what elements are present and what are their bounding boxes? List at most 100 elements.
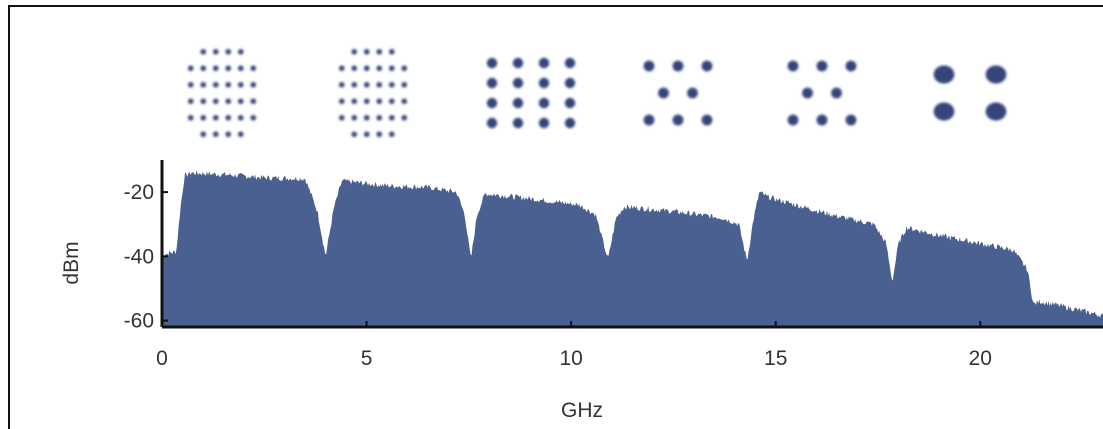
constellation-point	[376, 131, 383, 138]
constellation-point	[212, 81, 219, 88]
constellation-point	[672, 114, 684, 126]
constellation-point	[237, 48, 244, 55]
constellation-point	[237, 131, 244, 138]
constellation-point	[338, 65, 345, 72]
constellation-point	[985, 102, 1007, 121]
constellation-point	[787, 60, 799, 72]
constellation-point	[212, 98, 219, 105]
constellation-point	[237, 98, 244, 105]
constellation-point	[538, 77, 550, 89]
constellation-point	[187, 65, 194, 72]
constellation-point	[200, 48, 207, 55]
y-axis-title: dBm	[60, 241, 83, 284]
constellation-point	[338, 81, 345, 88]
constellation-point	[486, 77, 498, 89]
constellation-diagrams	[187, 48, 1007, 138]
constellation-point	[351, 81, 358, 88]
constellation-point	[363, 48, 370, 55]
constellation-point	[787, 114, 799, 126]
constellation-point	[564, 117, 576, 129]
constellation-point	[701, 60, 713, 72]
spectrum-area	[162, 170, 1103, 327]
constellation-point	[672, 60, 684, 72]
x-tick-label: 15	[764, 347, 787, 370]
constellation-point	[200, 98, 207, 105]
x-tick-label: 10	[559, 347, 582, 370]
constellation-point	[388, 131, 395, 138]
constellation-point	[512, 97, 524, 109]
constellation-3	[486, 57, 576, 129]
constellation-point	[351, 65, 358, 72]
constellation-point	[701, 114, 713, 126]
x-axis-title: GHz	[561, 399, 603, 422]
constellation-point	[225, 65, 232, 72]
constellation-point	[237, 81, 244, 88]
constellation-point	[363, 98, 370, 105]
constellation-point	[564, 97, 576, 109]
plot-area	[162, 170, 1103, 327]
constellation-point	[338, 114, 345, 121]
constellation-point	[250, 114, 257, 121]
constellation-point	[225, 131, 232, 138]
y-tick-label: -20	[124, 181, 154, 204]
x-tick-label: 20	[969, 347, 992, 370]
constellation-point	[538, 97, 550, 109]
constellation-point	[351, 48, 358, 55]
constellation-point	[512, 57, 524, 69]
constellation-point	[388, 98, 395, 105]
constellation-point	[933, 65, 955, 84]
constellation-point	[250, 81, 257, 88]
constellation-point	[388, 65, 395, 72]
constellation-point	[376, 114, 383, 121]
constellation-point	[486, 57, 498, 69]
constellation-point	[225, 81, 232, 88]
constellation-point	[212, 48, 219, 55]
constellation-point	[250, 98, 257, 105]
constellation-point	[512, 117, 524, 129]
axes: 0 5 10 15 20 -20 -40 -60	[124, 160, 1103, 370]
constellation-point	[376, 48, 383, 55]
constellation-point	[564, 57, 576, 69]
constellation-point	[212, 114, 219, 121]
chart-frame	[8, 5, 1103, 429]
constellation-point	[376, 98, 383, 105]
constellation-point	[486, 97, 498, 109]
constellation-point	[985, 65, 1007, 84]
constellation-point	[831, 87, 842, 99]
constellation-point	[845, 114, 857, 126]
constellation-point	[187, 81, 194, 88]
constellation-point	[338, 98, 345, 105]
constellation-point	[200, 65, 207, 72]
constellation-point	[351, 131, 358, 138]
constellation-point	[512, 77, 524, 89]
constellation-point	[401, 114, 408, 121]
constellation-point	[816, 114, 828, 126]
constellation-6	[933, 65, 1007, 121]
constellation-point	[658, 87, 669, 99]
constellation-point	[388, 48, 395, 55]
constellation-point	[212, 131, 219, 138]
constellation-point	[564, 77, 576, 89]
constellation-point	[388, 81, 395, 88]
constellation-point	[687, 87, 698, 99]
constellation-point	[225, 114, 232, 121]
constellation-point	[200, 81, 207, 88]
constellation-point	[376, 81, 383, 88]
constellation-point	[250, 65, 257, 72]
constellation-point	[643, 114, 655, 126]
constellation-point	[237, 65, 244, 72]
constellation-point	[212, 65, 219, 72]
constellation-point	[237, 114, 244, 121]
constellation-point	[363, 81, 370, 88]
constellation-point	[388, 114, 395, 121]
constellation-point	[200, 131, 207, 138]
y-tick-label: -60	[124, 310, 154, 333]
constellation-point	[200, 114, 207, 121]
constellation-point	[643, 60, 655, 72]
constellation-point	[225, 48, 232, 55]
constellation-point	[401, 65, 408, 72]
constellation-point	[363, 114, 370, 121]
constellation-point	[816, 60, 828, 72]
constellation-point	[933, 102, 955, 121]
